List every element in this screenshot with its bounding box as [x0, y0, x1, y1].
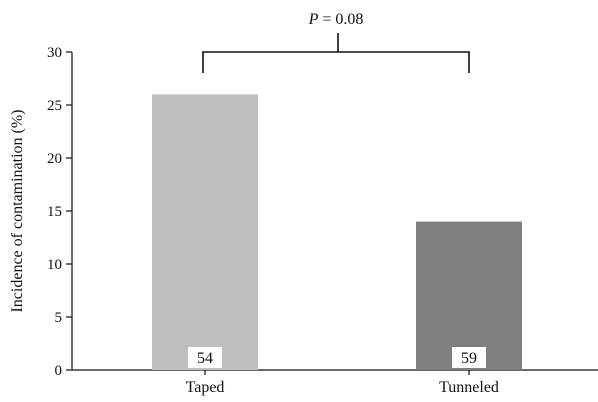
y-tick-label: 20	[47, 151, 62, 167]
bars	[152, 94, 522, 371]
bar-tunneled	[416, 221, 522, 370]
p-value-annotation: P = 0.08	[308, 11, 364, 28]
y-tick-label: 30	[47, 45, 62, 61]
y-tick-label: 25	[47, 98, 62, 114]
y-tick-label: 15	[47, 204, 62, 220]
sample-size-label: 59	[461, 350, 477, 367]
p-symbol: P	[308, 11, 319, 28]
y-axis-title: Incidence of contamination (%)	[9, 109, 26, 312]
bar-taped	[152, 94, 258, 371]
x-tick-label: Tunneled	[439, 379, 499, 396]
plot-area: 0 5 10 15 20 25 30 54 59 Taped Tunneled	[47, 33, 598, 396]
y-tick-label: 10	[47, 257, 62, 273]
sample-size-labels: 54 59	[188, 347, 486, 368]
y-tick-label: 0	[55, 363, 63, 379]
y-tick-label: 5	[55, 310, 63, 326]
bracket-line	[202, 51, 470, 73]
sample-size-box	[452, 347, 486, 368]
y-ticks: 0 5 10 15 20 25 30	[47, 45, 72, 379]
x-tick-labels: Taped Tunneled	[186, 370, 499, 396]
sample-size-label: 54	[197, 350, 213, 367]
p-value-text: = 0.08	[318, 11, 363, 28]
significance-bracket	[202, 33, 470, 73]
x-tick-label: Taped	[186, 379, 225, 396]
sample-size-box	[188, 347, 222, 368]
